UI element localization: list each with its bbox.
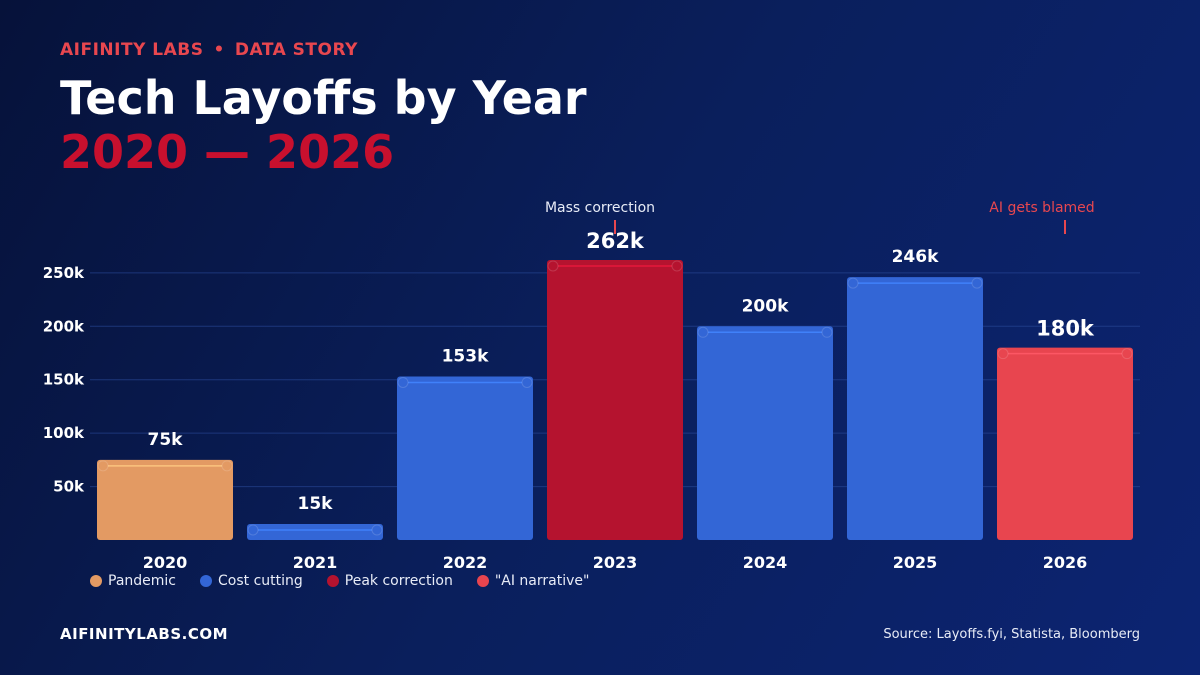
page-title: Tech Layoffs by Year <box>60 71 587 125</box>
value-label: 200k <box>742 296 789 316</box>
bar-chart: 50k 100k 150k 200k 250k 75k 2020 15k 2021 153k 202… <box>43 200 1140 572</box>
x-tick-label: 2021 <box>293 553 338 572</box>
value-label: 153k <box>442 346 489 366</box>
bar-marker <box>971 277 983 289</box>
bar <box>847 277 983 540</box>
bar-marker <box>1121 348 1133 360</box>
kicker: AIFINITY LABS • DATA STORY <box>60 40 358 60</box>
bar-marker <box>821 326 833 338</box>
footer-source: Source: Layoffs.fyi, Statista, Bloomberg <box>883 627 1140 642</box>
x-tick-label: 2025 <box>893 553 938 572</box>
legend-item: Pandemic <box>90 573 176 589</box>
legend-label: Cost cutting <box>218 573 303 589</box>
x-tick-label: 2022 <box>443 553 488 572</box>
bar-marker <box>547 260 559 272</box>
bar-marker <box>371 524 383 536</box>
legend-item: Cost cutting <box>200 573 303 589</box>
bar-marker <box>997 348 1009 360</box>
section-label: DATA STORY <box>234 40 358 60</box>
legend-swatch <box>476 575 489 587</box>
bar-marker <box>97 460 109 472</box>
x-tick-label: 2020 <box>143 553 188 572</box>
y-tick-label: 250k <box>43 264 85 282</box>
y-tick-label: 50k <box>53 478 85 496</box>
bar-marker <box>247 524 259 536</box>
x-tick-label: 2024 <box>743 553 788 572</box>
legend-label: "AI narrative" <box>494 573 590 589</box>
legend-label: Pandemic <box>108 573 176 589</box>
annotation-label: Mass correction <box>545 200 655 216</box>
bar <box>997 347 1133 540</box>
footer-site: AIFINITYLABS.COM <box>60 625 229 643</box>
legend-swatch <box>200 575 212 587</box>
y-tick-label: 100k <box>43 424 85 442</box>
bar <box>247 523 383 540</box>
x-tick-label: 2026 <box>1043 553 1088 572</box>
page-subtitle: 2020 — 2026 <box>60 125 395 179</box>
chart-legend: Pandemic Cost cutting Peak correction "AI n… <box>90 573 589 589</box>
annotation-label: AI gets blamed <box>989 200 1094 216</box>
bar <box>397 376 533 540</box>
bar <box>697 326 833 540</box>
legend-item: Peak correction <box>326 573 453 589</box>
legend-item: "AI narrative" <box>476 573 590 589</box>
value-label: 180k <box>1036 317 1095 341</box>
bar-marker <box>221 460 233 472</box>
bar-marker <box>697 326 709 338</box>
bar <box>97 459 233 540</box>
bar-marker <box>847 277 859 289</box>
value-label: 15k <box>298 494 334 514</box>
x-tick-label: 2023 <box>593 553 638 572</box>
legend-swatch <box>90 575 102 587</box>
y-tick-label: 200k <box>43 317 85 335</box>
bar-marker <box>397 376 409 388</box>
legend-swatch <box>326 575 339 587</box>
y-tick-label: 150k <box>43 371 85 389</box>
legend-label: Peak correction <box>344 573 453 589</box>
value-label: 246k <box>892 247 939 267</box>
bar <box>547 260 683 540</box>
brand-label: AIFINITY LABS <box>60 40 204 60</box>
kicker-separator: • <box>213 40 225 60</box>
bar-marker <box>671 260 683 272</box>
bar-marker <box>521 376 533 388</box>
value-label: 75k <box>148 430 184 450</box>
